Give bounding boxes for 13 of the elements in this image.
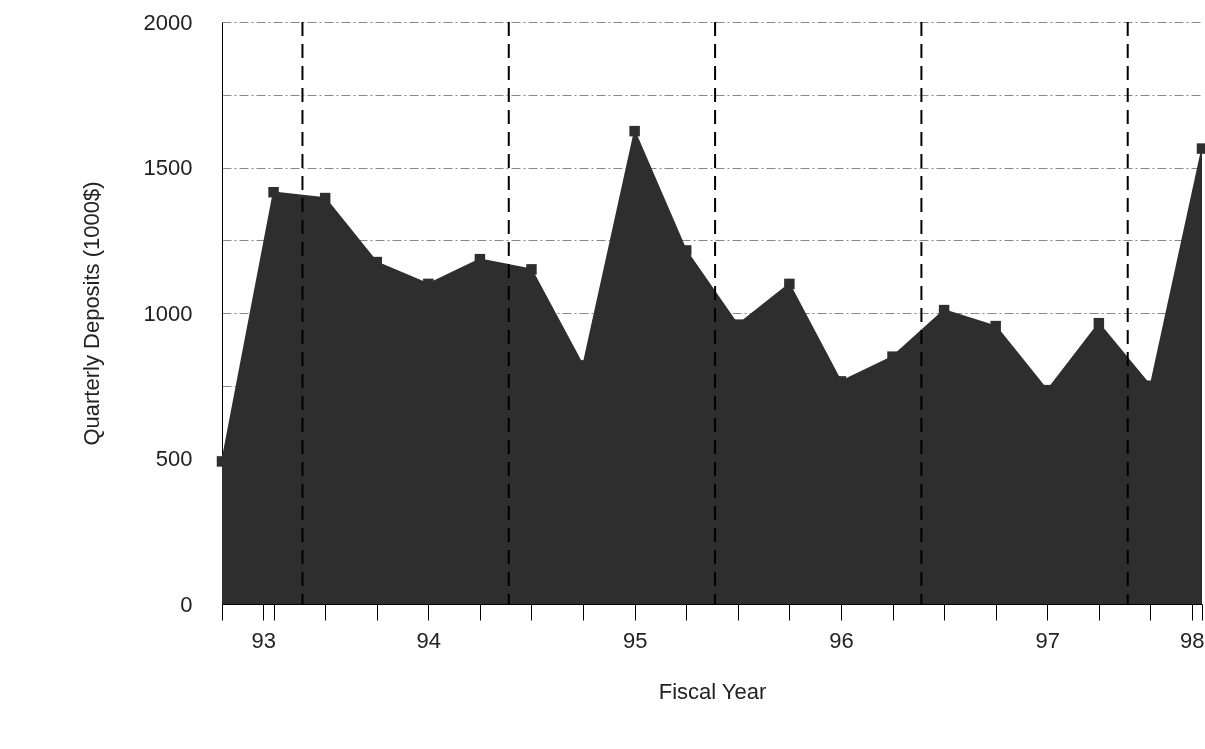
x-tick-label: 93 <box>251 627 277 653</box>
x-tick-label: 94 <box>416 627 442 653</box>
x-tick-label: 96 <box>829 627 854 653</box>
y-tick-label: 1500 <box>143 155 193 180</box>
y-tick-label: 0 <box>180 591 193 617</box>
y-tick-label: 500 <box>155 446 193 471</box>
y-tick-label: 2000 <box>143 9 193 35</box>
x-tick-label: 98 <box>1179 627 1205 653</box>
x-axis-title: Fiscal Year <box>658 678 767 704</box>
x-tick-label: 97 <box>1035 627 1061 653</box>
y-axis-title: Quarterly Deposits (1000$) <box>78 181 104 446</box>
y-tick-label: 1000 <box>143 300 193 326</box>
x-tick-label: 95 <box>622 627 648 653</box>
